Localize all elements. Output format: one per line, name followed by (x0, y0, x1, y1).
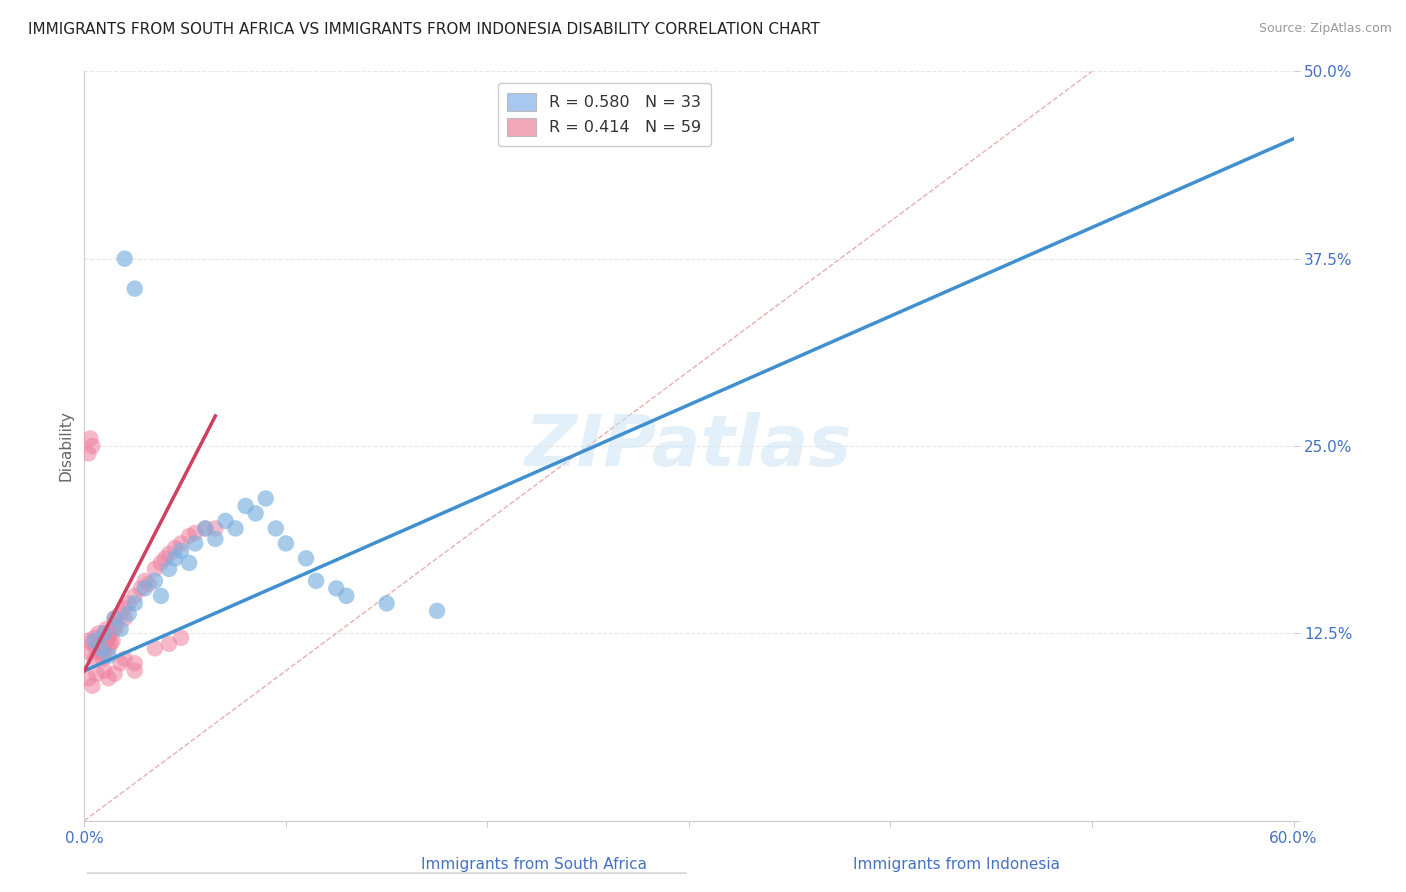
Point (110, 622, 132, 636)
Point (170, 536, 193, 550)
Point (97, 631, 120, 645)
Point (204, 521, 226, 535)
Point (87, 637, 110, 651)
Point (105, 619, 128, 633)
Point (124, 664, 146, 678)
Point (87, 626, 110, 640)
Point (77, 633, 100, 648)
Point (101, 633, 124, 648)
Point (305, 574, 328, 588)
Point (104, 611, 127, 625)
Point (165, 541, 187, 555)
Point (157, 547, 180, 561)
Point (426, 604, 449, 618)
Point (325, 582, 347, 596)
Point (97, 641, 120, 656)
Point (104, 622, 127, 636)
Point (118, 596, 141, 610)
Point (83, 633, 105, 648)
Point (157, 562, 180, 576)
Point (100, 626, 122, 640)
Point (82, 637, 104, 651)
Text: Immigrants from Indonesia: Immigrants from Indonesia (852, 857, 1060, 872)
Point (93, 626, 115, 640)
Point (138, 577, 160, 591)
Point (93, 646, 115, 660)
Point (124, 596, 146, 610)
Point (129, 582, 152, 596)
Point (83, 631, 105, 645)
Point (149, 556, 172, 570)
Point (86, 641, 108, 656)
Text: Source: ZipAtlas.com: Source: ZipAtlas.com (1258, 22, 1392, 36)
Point (93, 637, 115, 651)
Point (89, 641, 111, 656)
Point (179, 556, 201, 570)
Point (170, 631, 193, 645)
Point (143, 562, 166, 576)
Point (179, 529, 201, 543)
Point (254, 491, 277, 506)
Point (114, 600, 136, 615)
Point (89, 633, 111, 648)
Point (93, 626, 115, 640)
Point (225, 521, 247, 535)
Point (114, 252, 136, 266)
Point (194, 521, 217, 535)
Point (110, 607, 132, 621)
Text: ZIPatlas: ZIPatlas (526, 411, 852, 481)
Point (375, 596, 398, 610)
Point (97, 648, 120, 663)
Point (153, 551, 176, 566)
Point (165, 551, 187, 566)
Point (194, 521, 217, 535)
Point (114, 611, 136, 625)
Point (143, 574, 166, 588)
Point (264, 521, 287, 535)
Point (274, 536, 297, 550)
Legend: R = 0.580   N = 33, R = 0.414   N = 59: R = 0.580 N = 33, R = 0.414 N = 59 (498, 83, 710, 145)
Y-axis label: Disability: Disability (58, 410, 73, 482)
Point (79, 646, 101, 660)
Point (96, 633, 118, 648)
Point (245, 507, 267, 521)
Point (86, 666, 108, 681)
Point (114, 652, 136, 666)
Point (335, 589, 357, 603)
Point (79, 432, 101, 446)
Point (184, 525, 207, 540)
Point (91, 641, 114, 656)
Point (204, 532, 226, 546)
Text: Immigrants from South Africa: Immigrants from South Africa (422, 857, 647, 872)
Point (96, 622, 118, 636)
Point (77, 446, 100, 460)
Point (143, 641, 166, 656)
Point (170, 544, 193, 558)
Point (295, 551, 318, 566)
Point (104, 666, 127, 681)
Point (93, 664, 115, 678)
Point (214, 514, 236, 528)
Point (97, 671, 120, 685)
Point (82, 439, 104, 453)
Point (104, 611, 127, 625)
Point (134, 574, 156, 588)
Point (124, 282, 146, 296)
Point (184, 536, 207, 550)
Point (77, 671, 100, 685)
Point (149, 589, 172, 603)
Point (235, 499, 257, 513)
Point (118, 607, 141, 621)
Point (82, 679, 104, 693)
Point (83, 652, 105, 666)
Point (157, 637, 180, 651)
Point (91, 652, 114, 666)
Point (124, 589, 146, 603)
Point (124, 657, 146, 671)
Text: IMMIGRANTS FROM SOUTH AFRICA VS IMMIGRANTS FROM INDONESIA DISABILITY CORRELATION: IMMIGRANTS FROM SOUTH AFRICA VS IMMIGRAN… (28, 22, 820, 37)
Point (110, 657, 132, 671)
Point (89, 646, 111, 660)
Point (134, 582, 156, 596)
Point (100, 637, 122, 651)
